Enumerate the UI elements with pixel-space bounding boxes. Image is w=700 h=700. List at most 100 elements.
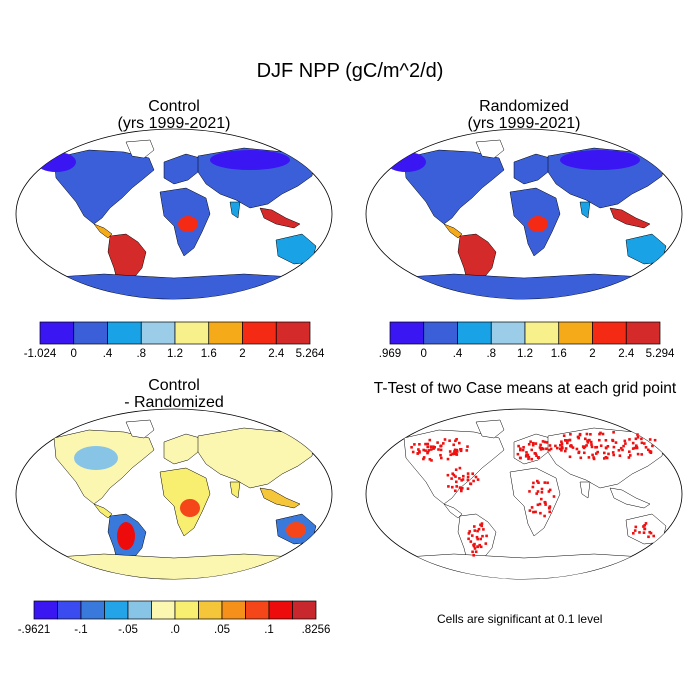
- significance-cell: [454, 439, 457, 443]
- significance-cell: [569, 433, 572, 436]
- significance-cell: [539, 448, 543, 451]
- significance-cell: [536, 503, 540, 507]
- significance-cell: [476, 537, 479, 541]
- control-colorbar-box: [107, 321, 142, 345]
- randomized-title-line1: Randomized: [479, 98, 569, 115]
- significance-cell: [544, 503, 547, 506]
- significance-cell: [649, 531, 653, 535]
- randomized-colorbar-label: 1.2: [517, 348, 533, 360]
- significance-cell: [448, 450, 452, 453]
- randomized-colorbar-box: [389, 321, 425, 345]
- significance-cell: [476, 478, 480, 481]
- randomized-map: [365, 128, 683, 300]
- significance-cell: [592, 456, 595, 459]
- significance-cells: [410, 431, 657, 557]
- significance-cell: [471, 472, 474, 475]
- significance-cell: [560, 449, 563, 452]
- difference-colorbar-label: .05: [214, 624, 230, 636]
- significance-cell: [643, 442, 646, 445]
- difference-colorbar-box: [268, 600, 293, 620]
- significance-cell: [535, 492, 538, 495]
- significance-cell: [649, 451, 653, 454]
- control-colorbar-box: [174, 321, 210, 345]
- significance-cell: [546, 481, 549, 485]
- significance-cell: [643, 527, 646, 531]
- significance-cell: [566, 439, 570, 442]
- significance-cell: [429, 445, 433, 448]
- significance-cell: [612, 431, 615, 434]
- significance-cell: [458, 441, 461, 445]
- difference-colorbar-box: [151, 600, 176, 620]
- significance-cell: [466, 487, 470, 490]
- significance-cell: [528, 509, 532, 512]
- significance-cell: [640, 453, 643, 456]
- significance-cell: [589, 433, 592, 436]
- significance-cell: [603, 451, 606, 455]
- significance-cell: [583, 451, 586, 455]
- significance-cell: [638, 531, 641, 534]
- difference-colorbar-box: [221, 600, 246, 620]
- significance-cell: [564, 449, 567, 453]
- significance-cell: [622, 444, 625, 448]
- significance-cell: [526, 453, 530, 457]
- difference-colorbar-label: .0: [170, 624, 180, 636]
- significance-cell: [651, 444, 654, 448]
- significance-cell: [653, 438, 657, 442]
- significance-cell: [540, 487, 544, 491]
- significance-cell: [619, 446, 623, 450]
- significance-cell: [473, 542, 476, 546]
- significance-cell: [543, 514, 546, 518]
- significance-cell: [455, 438, 458, 441]
- significance-cell: [547, 490, 551, 493]
- significance-cell: [426, 442, 430, 446]
- significance-cell: [568, 438, 571, 442]
- significance-cell: [455, 452, 458, 456]
- significance-cell: [612, 445, 616, 449]
- significance-cell: [426, 445, 429, 449]
- significance-cell: [607, 452, 610, 456]
- significance-cell: [422, 448, 425, 452]
- significance-cell: [591, 453, 594, 457]
- significance-cell: [561, 446, 564, 450]
- significance-cell: [446, 473, 450, 477]
- significance-cell: [606, 445, 610, 448]
- significance-cell: [548, 510, 551, 514]
- significance-cell: [560, 442, 564, 445]
- control-colorbar-label: 2.4: [268, 348, 285, 360]
- randomized-colorbar-box: [524, 321, 560, 345]
- significance-cell: [440, 456, 443, 460]
- significance-cell: [452, 452, 455, 456]
- randomized-colorbar-label: .8: [486, 348, 496, 360]
- difference-panel-title: Control - Randomized: [74, 377, 274, 411]
- significance-cell: [462, 474, 465, 478]
- significance-cell: [633, 446, 637, 450]
- significance-cell: [527, 443, 531, 446]
- significance-cell: [631, 447, 635, 450]
- significance-cell: [611, 451, 615, 454]
- significance-cell: [454, 468, 458, 471]
- significance-cell: [410, 446, 413, 449]
- difference-colorbar-label: -.9621: [18, 624, 51, 636]
- significance-cell: [644, 446, 648, 449]
- difference-colorbar-box: [33, 600, 58, 620]
- control-map: [15, 128, 333, 300]
- significance-cell: [532, 481, 535, 485]
- difference-colorbar-label: -.05: [118, 624, 138, 636]
- significance-cell: [480, 524, 483, 528]
- significance-cell: [584, 437, 587, 441]
- significance-cell: [424, 449, 427, 452]
- significance-cell: [560, 445, 564, 448]
- significance-cell: [549, 447, 553, 451]
- significance-cell: [595, 452, 598, 455]
- significance-cell: [478, 543, 481, 547]
- control-colorbar-label: .8: [136, 348, 146, 360]
- difference-colorbar-box: [57, 600, 82, 620]
- significance-cell: [581, 445, 585, 448]
- significance-cell: [568, 455, 572, 459]
- significance-cell: [524, 455, 528, 458]
- difference-colorbar-box: [198, 600, 223, 620]
- significance-cell: [458, 477, 461, 480]
- significance-cell: [411, 450, 415, 454]
- randomized-colorbar-label: 1.6: [551, 348, 567, 360]
